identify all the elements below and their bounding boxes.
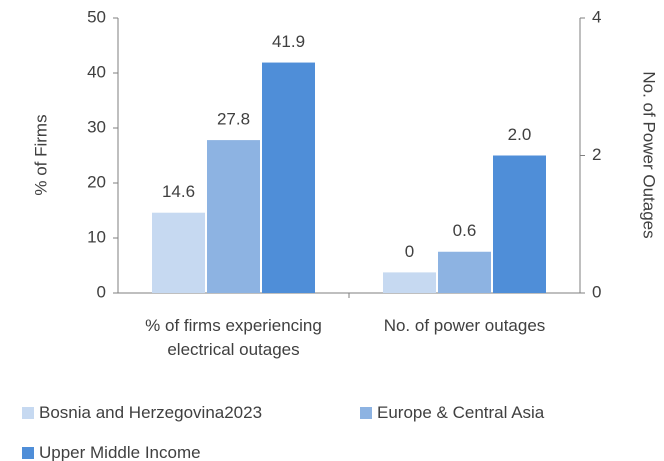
value-label: 14.6	[162, 182, 195, 201]
y-tick-label: 20	[87, 172, 106, 191]
y2-tick-label: 4	[592, 7, 601, 26]
y-tick-label: 30	[87, 117, 106, 136]
y-tick-label: 0	[97, 282, 106, 301]
bar	[152, 212, 205, 293]
bar	[383, 272, 436, 293]
value-label: 0.6	[453, 221, 477, 240]
legend-swatch	[22, 447, 34, 459]
bar	[438, 251, 491, 293]
legend-item: Upper Middle Income	[22, 443, 201, 461]
legend-label: Bosnia and Herzegovina2023	[39, 403, 263, 422]
y2-tick-label: 0	[592, 282, 601, 301]
legend-swatch	[22, 407, 34, 419]
value-label: 27.8	[217, 110, 250, 129]
legend-label: Europe & Central Asia	[377, 403, 545, 422]
y-tick-label: 10	[87, 227, 106, 246]
x-tick-label: % of firms experiencing electrical outag…	[145, 316, 322, 359]
x-tick-label: No. of power outages	[383, 316, 546, 335]
legend-label: Upper Middle Income	[39, 443, 201, 461]
legend-item: Bosnia and Herzegovina2023	[22, 403, 262, 423]
legend-item: Europe & Central Asia	[360, 403, 544, 423]
value-label: 41.9	[272, 32, 305, 51]
y-tick-label: 40	[87, 62, 106, 81]
bar	[262, 62, 315, 293]
y-tick-label: 50	[87, 7, 106, 26]
value-label: 2.0	[508, 125, 532, 144]
legend-swatch	[360, 407, 372, 419]
y-axis-title: % of Firms	[31, 114, 50, 195]
bar	[207, 140, 260, 293]
y2-axis-title: No. of Power Outages	[640, 71, 659, 238]
y2-tick-label: 2	[592, 145, 601, 164]
bar	[493, 155, 546, 293]
value-label: 0	[405, 242, 414, 261]
